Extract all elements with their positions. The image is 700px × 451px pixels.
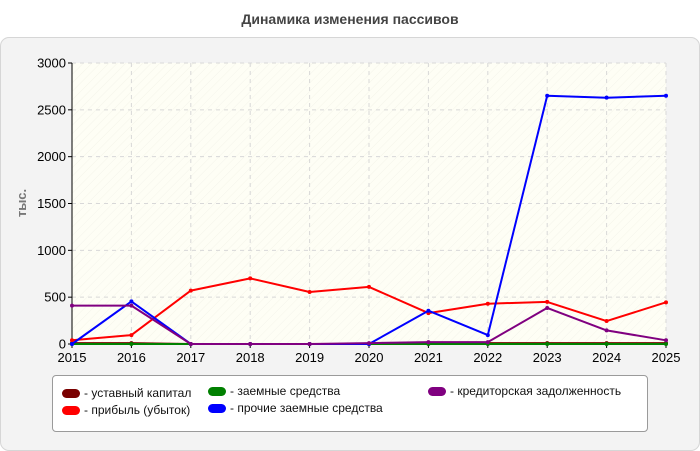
x-tick-label: 2021 bbox=[414, 350, 443, 365]
x-tick-label: 2025 bbox=[652, 350, 681, 365]
y-axis-label: тыс. bbox=[14, 189, 29, 217]
data-point bbox=[604, 342, 609, 346]
legend-swatch bbox=[428, 387, 446, 396]
legend-label: - уставный капитал bbox=[84, 386, 192, 400]
chart-panel: 0 500 1000 1500 2000 2500 3000 2015 2016 2017 2018… bbox=[0, 37, 700, 451]
data-point bbox=[485, 333, 490, 338]
data-point bbox=[545, 299, 550, 304]
legend-swatch bbox=[62, 389, 80, 398]
data-point bbox=[664, 300, 668, 305]
x-tick-label: 2018 bbox=[236, 350, 265, 365]
x-tick-label: 2023 bbox=[533, 350, 562, 365]
data-point bbox=[70, 342, 74, 346]
legend: - уставный капитал - прибыль (убыток) - за… bbox=[52, 375, 648, 432]
data-point bbox=[307, 342, 312, 346]
legend-item: - прочие заемные средства bbox=[208, 401, 383, 415]
legend-label: - заемные средства bbox=[230, 384, 341, 398]
x-tick-label: 2015 bbox=[58, 350, 87, 365]
data-point bbox=[70, 303, 74, 308]
x-tick-label: 2020 bbox=[355, 350, 384, 365]
legend-swatch bbox=[208, 387, 226, 396]
x-tick-label: 2016 bbox=[117, 350, 146, 365]
data-point bbox=[367, 341, 371, 346]
legend-swatch bbox=[62, 406, 80, 415]
x-tick-label: 2019 bbox=[295, 350, 324, 365]
data-point bbox=[188, 342, 193, 346]
data-point bbox=[664, 93, 668, 98]
y-tick-label: 2500 bbox=[37, 102, 66, 117]
legend-label: - кредиторская задолженность bbox=[450, 384, 622, 398]
data-point bbox=[248, 276, 253, 281]
data-point bbox=[545, 93, 550, 98]
legend-item: - кредиторская задолженность bbox=[428, 384, 621, 398]
legend-item: - прибыль (убыток) bbox=[62, 403, 190, 417]
data-point bbox=[129, 333, 134, 338]
series-1 bbox=[70, 276, 668, 343]
y-tick-label: 1500 bbox=[37, 196, 66, 211]
data-point bbox=[604, 319, 609, 324]
data-point bbox=[188, 288, 193, 293]
chart-title: Динамика изменения пассивов bbox=[241, 11, 459, 27]
chart-plot: 0 500 1000 1500 2000 2500 3000 2015 2016 2017 2018… bbox=[14, 56, 681, 366]
y-tick-label: 500 bbox=[44, 290, 66, 305]
data-point bbox=[129, 303, 134, 308]
y-tick-label: 2000 bbox=[37, 149, 66, 164]
legend-swatch bbox=[208, 404, 226, 413]
data-point bbox=[129, 342, 134, 346]
data-point bbox=[664, 342, 668, 346]
data-point bbox=[129, 299, 134, 304]
y-tick-label: 0 bbox=[59, 337, 66, 352]
y-tick-label: 3000 bbox=[37, 56, 66, 71]
x-tick-label: 2024 bbox=[592, 350, 621, 365]
data-point bbox=[545, 342, 550, 346]
series-4 bbox=[70, 303, 668, 346]
data-point bbox=[70, 338, 74, 343]
legend-item: - уставный капитал bbox=[62, 386, 191, 400]
data-point bbox=[248, 342, 253, 346]
data-point bbox=[604, 95, 609, 100]
data-point bbox=[426, 308, 431, 313]
data-point bbox=[604, 328, 609, 333]
legend-label: - прибыль (убыток) bbox=[84, 403, 191, 417]
data-point bbox=[307, 290, 312, 295]
legend-item: - заемные средства bbox=[208, 384, 340, 398]
data-point bbox=[485, 340, 490, 345]
data-point bbox=[485, 301, 490, 306]
legend-label: - прочие заемные средства bbox=[230, 401, 383, 415]
x-tick-label: 2022 bbox=[473, 350, 502, 365]
x-tick-label: 2017 bbox=[176, 350, 205, 365]
data-point bbox=[367, 284, 371, 289]
y-tick-label: 1000 bbox=[37, 243, 66, 258]
data-point bbox=[664, 338, 668, 343]
data-point bbox=[545, 305, 550, 310]
data-point bbox=[426, 340, 431, 345]
